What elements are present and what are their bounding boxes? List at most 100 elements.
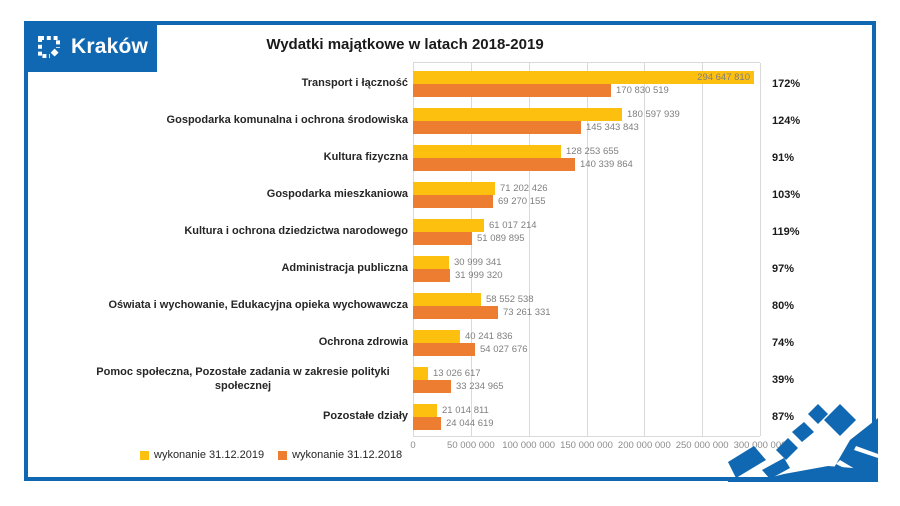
percent-label: 172% [772,77,801,90]
chart-row: Transport i łączność 294 647 810 170 830 5… [65,65,815,102]
bar-group: 180 597 939 145 343 843 [413,107,760,134]
value-label: 73 261 331 [503,306,551,318]
category-label: Kultura i ochrona dziedzictwa narodowego [65,225,413,239]
category-label-text: Pomoc społeczna, Pozostałe zadania w zak… [96,365,390,392]
gridline [760,63,761,436]
bar-2018 [413,379,451,393]
bar-line: 294 647 810 [413,70,760,84]
bar-line: 21 014 811 [413,403,760,417]
category-label-text: Administracja publiczna [281,261,408,274]
percent-label: 91% [772,151,795,164]
krakow-logo-icon [38,35,62,60]
bar-2019 [413,292,481,306]
bar-line: 54 027 676 [413,342,760,356]
category-label: Gospodarka komunalna i ochrona środowisk… [65,114,413,128]
bar-group: 13 026 617 33 234 965 [413,366,760,393]
x-tick-label: 250 000 000 [675,440,729,451]
percent-label: 124% [772,114,801,127]
category-label-text: Pozostałe działy [323,409,408,422]
value-label: 294 647 810 [697,71,750,83]
percent-label: 80% [772,299,795,312]
bar-line: 58 552 538 [413,292,760,306]
chart-row: Pomoc społeczna, Pozostałe zadania w zak… [65,361,815,398]
category-label: Ochrona zdrowia [65,336,413,350]
value-label: 13 026 617 [433,367,481,379]
category-label-text: Ochrona zdrowia [318,335,408,348]
category-label-text: Gospodarka komunalna i ochrona środowisk… [166,113,408,126]
x-axis: 0 50 000 000 100 000 000 150 000 000 200 000… [410,440,786,452]
bar-line: 128 253 655 [413,144,760,158]
value-label: 170 830 519 [616,84,669,96]
chart-row: Gospodarka mieszkaniowa 71 202 426 69 270 … [65,176,815,213]
legend-swatch-2018 [278,450,288,460]
gridline [528,63,530,436]
legend-item-2019: wykonanie 31.12.2019 [140,449,264,461]
value-label: 21 014 811 [442,404,489,416]
category-label-text: Oświata i wychowanie, Edukacyjna opieka … [108,298,408,311]
gridline [586,63,588,436]
gridline [644,63,646,436]
chart-row: Oświata i wychowanie, Edukacyjna opieka … [65,287,815,324]
legend-item-2018: wykonanie 31.12.2018 [278,449,402,461]
category-label-text: Kultura fizyczna [323,150,408,163]
bar-2018 [413,342,475,356]
legend-label-2018: wykonanie 31.12.2018 [292,449,403,461]
bar-line: 24 044 619 [413,416,760,430]
category-label-text: Gospodarka mieszkaniowa [266,187,408,200]
bar-group: 40 241 836 54 027 676 [413,329,760,356]
x-tick-label: 100 000 000 [502,440,556,451]
bar-2018 [413,231,472,245]
category-label: Pozostałe działy [65,410,413,424]
legend-swatch-2019 [140,450,149,460]
bar-2018 [413,416,441,430]
brand-name: Kraków [71,34,149,58]
bar-2019 [413,403,437,417]
value-label: 71 202 426 [500,182,548,194]
bar-line: 145 343 843 [413,120,760,134]
gridline [702,63,704,436]
chart-row: Pozostałe działy 21 014 811 24 044 619 87% [65,398,815,435]
bar-group: 128 253 655 140 339 864 [413,144,760,171]
bar-2019 [413,218,484,232]
value-label: 180 597 939 [627,108,680,120]
category-label: Administracja publiczna [65,262,413,276]
value-label: 51 089 895 [477,232,525,244]
plot-gridlines [413,62,761,437]
krakow-logo-banner: Kraków [24,21,157,72]
x-tick-label: 200 000 000 [617,440,671,451]
x-tick-label: 50 000 000 [447,440,495,451]
percent-label: 39% [772,373,795,386]
category-label: Kultura fizyczna [65,151,413,165]
bar-line: 73 261 331 [413,305,760,319]
value-label: 40 241 836 [465,330,513,342]
x-tick-label: 300 000 000 [733,440,787,451]
gridline [413,63,414,436]
bar-line: 71 202 426 [413,181,760,195]
chart-row: Kultura i ochrona dziedzictwa narodowego… [65,213,815,250]
chart-title: Wydatki majątkowe w latach 2018-2019 [266,36,544,53]
category-label: Gospodarka mieszkaniowa [65,188,413,202]
value-label: 54 027 676 [480,343,528,355]
bar-2018 [413,157,575,171]
chart-rows: Transport i łączność 294 647 810 170 830 5… [65,65,815,435]
bar-2019 [413,329,460,343]
bar-2018 [413,268,450,282]
value-label: 58 552 538 [486,293,534,305]
bar-2018 [413,305,498,319]
bar-group: 58 552 538 73 261 331 [413,292,760,319]
bar-line: 180 597 939 [413,107,760,121]
bar-line: 13 026 617 [413,366,760,380]
percent-label: 87% [772,410,795,423]
percent-label: 119% [772,225,800,238]
bar-line: 33 234 965 [413,379,760,393]
bar-2018 [413,120,581,134]
percent-label: 74% [772,336,795,349]
bar-line: 140 339 864 [413,157,760,171]
legend-label-2019: wykonanie 31.12.2019 [154,449,265,461]
value-label: 61 017 214 [489,219,537,231]
bar-line: 30 999 341 [413,255,760,269]
value-label: 33 234 965 [456,380,504,392]
bar-2019 [413,255,449,269]
gridline [470,63,472,436]
